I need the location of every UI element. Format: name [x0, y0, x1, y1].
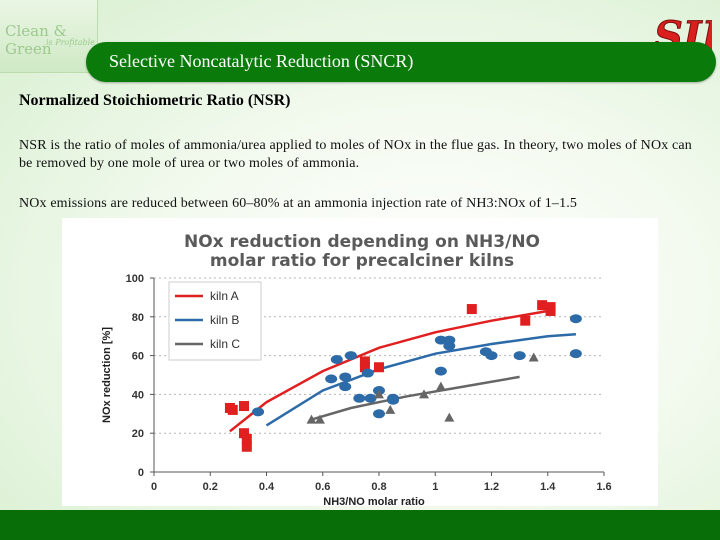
y-tick-label: 0	[138, 467, 144, 479]
x-tick-label: 0.6	[315, 481, 330, 493]
logo-left-line2: is Profitable	[46, 38, 95, 47]
kiln-c-point	[444, 412, 455, 422]
chart-svg: NOx reduction depending on NH3/NO molar …	[101, 232, 612, 506]
chart-points	[224, 300, 582, 452]
kiln-b-point	[373, 409, 385, 419]
kiln-a-point	[545, 305, 556, 316]
kiln-c-point	[385, 404, 396, 414]
kiln-a-point	[227, 404, 238, 415]
section-heading: Normalized Stoichiometric Ratio (NSR)	[19, 92, 291, 109]
x-tick-label: 1.6	[596, 481, 611, 493]
kiln-c-point	[435, 381, 446, 391]
kiln-b-point	[513, 351, 526, 361]
logo-left-line1: Clean & Green	[5, 22, 67, 58]
kiln-b-point	[330, 354, 343, 364]
slide-title: Selective Noncatalytic Reduction (SNCR)	[109, 51, 414, 71]
kiln-c-trend-line	[311, 375, 520, 421]
y-tick-label: 80	[132, 312, 144, 324]
kiln-a-point	[239, 401, 249, 412]
kiln-b-point	[569, 349, 582, 359]
kiln-b-point	[443, 341, 456, 351]
y-tick-label: 40	[132, 389, 144, 401]
x-tick-label: 1.2	[484, 481, 499, 493]
kiln-a-trend-line	[229, 309, 548, 433]
chart-trend-lines	[229, 309, 576, 433]
kiln-b-point	[361, 368, 374, 378]
kiln-b-point	[339, 372, 352, 382]
kiln-b-point	[387, 393, 400, 403]
chart-legend: kiln A kiln B kiln C	[168, 281, 262, 361]
x-tick-label: 0.4	[259, 481, 275, 493]
x-tick-label: 1	[432, 481, 438, 493]
footer-bar	[0, 510, 720, 540]
kiln-a-point	[537, 300, 548, 311]
kiln-c-point	[528, 352, 539, 362]
kiln-b-point	[485, 351, 498, 361]
kiln-b-point	[434, 366, 447, 376]
kiln-b-trend-line	[265, 333, 576, 427]
kiln-c-point	[374, 389, 384, 399]
kiln-a-point	[359, 362, 370, 373]
y-axis-label: NOx reduction [%]	[101, 327, 113, 423]
x-tick-label: 0.8	[371, 481, 386, 493]
kiln-b-point	[325, 374, 338, 384]
kiln-b-point	[434, 335, 447, 345]
kiln-a-point	[239, 428, 249, 439]
kiln-a-point	[241, 434, 252, 445]
chart-axes: 0 20 40 60 80 100 0 0.2 0.4 0.6 0.8 1 1.2 1.4 1.6	[126, 273, 612, 493]
x-tick-label: 0.2	[203, 481, 218, 493]
y-tick-label: 100	[126, 273, 144, 285]
kiln-b-point	[252, 407, 265, 417]
y-tick-label: 20	[132, 428, 144, 440]
kiln-a-point	[374, 362, 384, 373]
chart-title-line1: NOx reduction depending on NH3/NO	[184, 232, 540, 252]
x-tick-label: 0	[151, 481, 157, 493]
kiln-b-point	[569, 314, 582, 324]
legend-kiln-c-label: kiln C	[210, 337, 240, 351]
kiln-a-point	[359, 356, 370, 367]
kiln-c-point	[419, 389, 429, 399]
kiln-c-point	[314, 414, 325, 424]
kiln-a-point	[466, 304, 477, 315]
kiln-b-point	[364, 393, 377, 403]
nox-reduction-chart: NOx reduction depending on NH3/NO molar …	[62, 218, 658, 506]
y-tick-label: 60	[132, 351, 144, 363]
kiln-a-point	[241, 441, 252, 452]
legend-kiln-b-label: kiln B	[210, 313, 239, 327]
kiln-a-point	[520, 315, 531, 326]
title-bar: Selective Noncatalytic Reduction (SNCR)	[86, 42, 716, 82]
kiln-b-point	[339, 382, 352, 392]
kiln-c-point	[306, 414, 317, 424]
clean-green-logo: Clean & Green is Profitable	[0, 0, 98, 73]
paragraph-nox-reduction: NOx emissions are reduced between 60–80%…	[19, 196, 578, 211]
x-axis-label: NH3/NO molar ratio	[323, 496, 425, 506]
paragraph-nsr-definition: NSR is the ratio of moles of ammonia/ure…	[19, 138, 692, 171]
legend-kiln-a-label: kiln A	[210, 289, 239, 303]
chart-title-line2: molar ratio for precalciner kilns	[210, 251, 514, 271]
x-tick-label: 1.4	[540, 481, 556, 493]
kiln-b-point	[353, 393, 366, 403]
kiln-b-point	[344, 351, 357, 361]
